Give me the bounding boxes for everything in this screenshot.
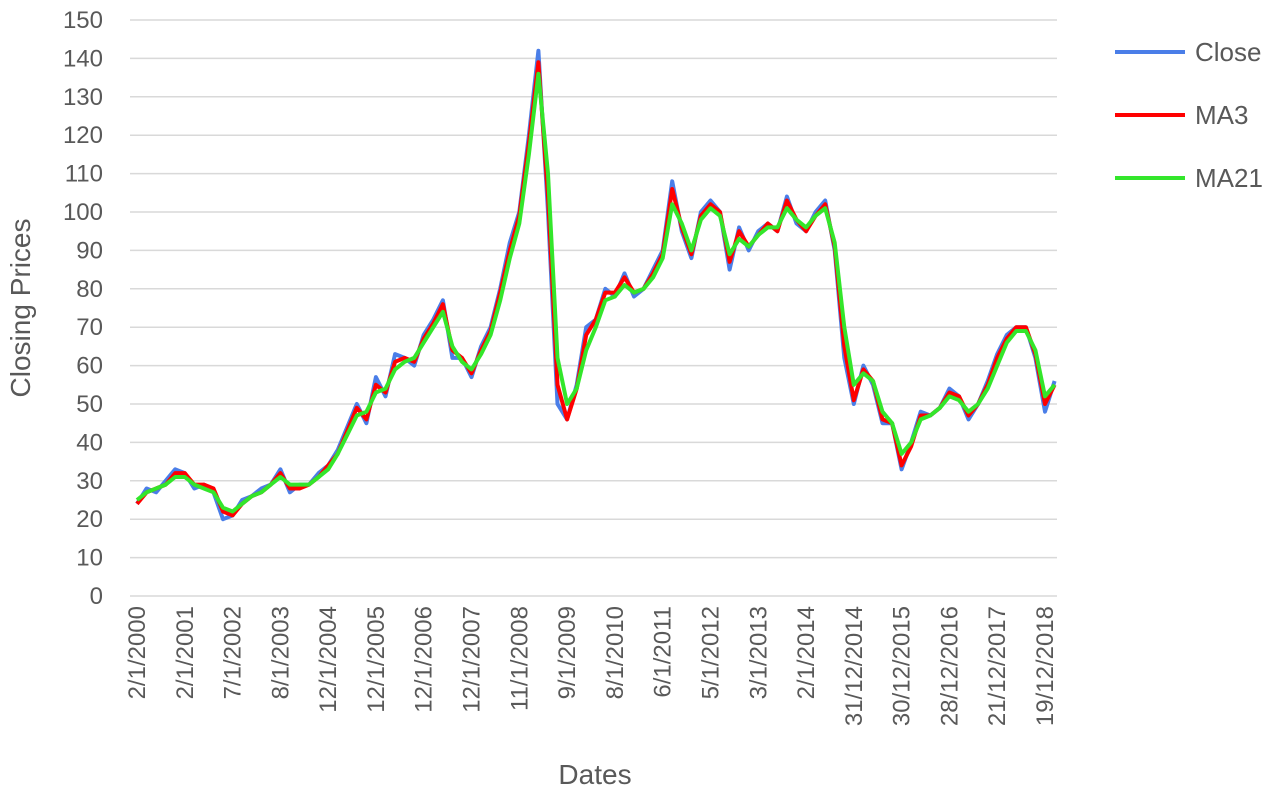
y-tick-label: 80 [76, 276, 103, 303]
x-tick-label: 2/1/2001 [172, 606, 199, 699]
x-tick-label: 12/1/2007 [459, 606, 486, 713]
y-tick-label: 130 [63, 84, 103, 111]
y-tick-label: 140 [63, 45, 103, 72]
x-tick-label: 2/1/2014 [793, 606, 820, 699]
line-series [135, 71, 1057, 514]
x-tick-label: 12/1/2005 [363, 606, 390, 713]
x-tick-label: 11/1/2008 [506, 606, 533, 711]
y-tick-label: 10 [76, 545, 103, 572]
y-tick-label: 40 [76, 429, 103, 456]
y-tick-label: 150 [63, 7, 103, 34]
x-tick-label: 19/12/2018 [1032, 606, 1059, 726]
legend-label: Close [1195, 37, 1261, 67]
x-tick-label: 12/1/2004 [315, 606, 342, 713]
x-tick-label: 7/1/2002 [220, 606, 247, 699]
x-tick-label: 21/12/2017 [984, 606, 1011, 726]
x-tick-label: 8/1/2010 [602, 606, 629, 699]
x-tick-label: 12/1/2006 [411, 606, 438, 713]
y-tick-label: 90 [76, 237, 103, 264]
y-tick-label: 50 [76, 391, 103, 418]
legend-label: MA3 [1195, 100, 1248, 130]
y-tick-label: 30 [76, 468, 103, 495]
y-tick-label: 110 [65, 161, 103, 188]
line-series [135, 48, 1057, 522]
x-axis-label: Dates [558, 759, 631, 790]
y-tick-label: 20 [76, 506, 103, 533]
x-tick-label: 9/1/2009 [554, 606, 581, 699]
y-axis-label: Closing Prices [5, 219, 36, 398]
y-tick-label: 70 [76, 314, 103, 341]
legend-label: MA21 [1195, 163, 1263, 193]
line-series [135, 60, 1057, 518]
x-tick-label: 28/12/2016 [936, 606, 963, 726]
x-tick-label: 2/1/2000 [124, 606, 151, 699]
y-tick-label: 120 [63, 122, 103, 149]
y-tick-label: 100 [63, 199, 103, 226]
x-tick-label: 30/12/2015 [889, 606, 916, 726]
x-tick-label: 8/1/2003 [267, 606, 294, 699]
x-tick-label: 3/1/2013 [745, 606, 772, 699]
x-tick-label: 6/1/2011 [650, 606, 677, 698]
x-tick-label: 31/12/2014 [841, 606, 868, 726]
y-tick-label: 0 [90, 583, 103, 610]
x-tick-label: 5/1/2012 [697, 606, 724, 699]
y-tick-label: 60 [76, 353, 103, 380]
